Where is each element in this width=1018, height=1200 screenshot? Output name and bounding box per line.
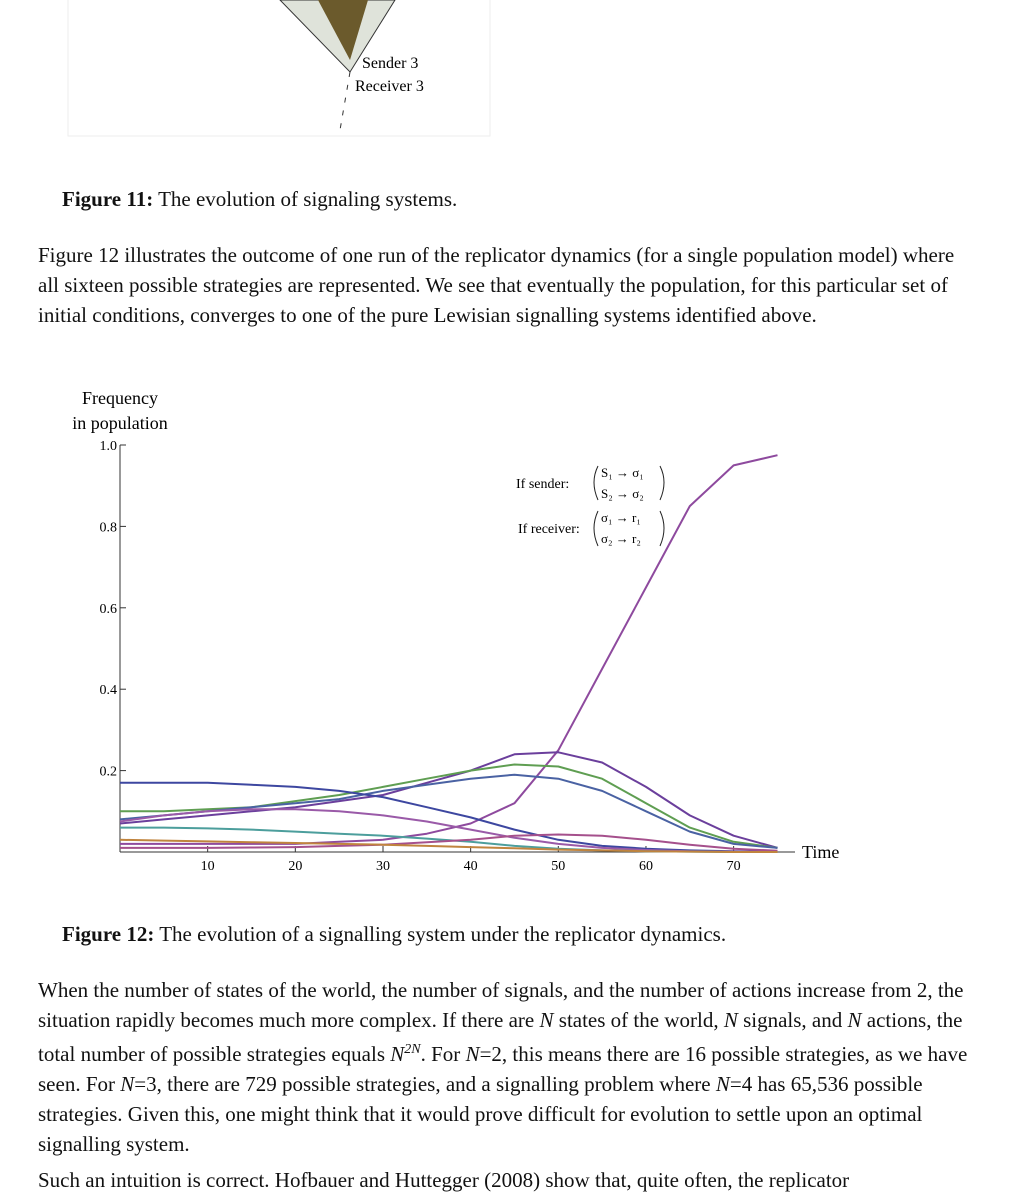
- annotation: S₂ → σ₂: [601, 486, 644, 501]
- x-tick-label: 40: [464, 859, 478, 874]
- y-tick-label: 0.6: [100, 602, 118, 617]
- caption-text: The evolution of signaling systems.: [153, 187, 458, 211]
- text: states of the world,: [553, 1008, 724, 1032]
- text: =2, this means there are 16 possible str…: [38, 1042, 968, 1096]
- caption-label: Figure 11:: [62, 187, 154, 211]
- text: N: [847, 1008, 862, 1032]
- y-tick-label: 0.8: [100, 520, 118, 535]
- x-tick-label: 10: [201, 859, 215, 874]
- text: N: [539, 1008, 554, 1032]
- annotation: σ₁ → r₁: [601, 510, 641, 525]
- annotation: σ₂ → r₂: [601, 531, 641, 546]
- x-tick-label: 30: [376, 859, 390, 874]
- series-line: [119, 838, 778, 853]
- paragraph: Figure 12 illustrates the outcome of one…: [38, 243, 955, 327]
- annotation: If sender:: [516, 477, 569, 492]
- text: N: [390, 1042, 405, 1066]
- figure-12-caption: Figure 12: The evolution of a signalling…: [62, 922, 726, 947]
- series-line: [120, 833, 778, 852]
- y-tick-label: 0.2: [100, 765, 118, 780]
- y-axis-label: in population: [72, 413, 168, 433]
- text: . For: [420, 1042, 466, 1066]
- paragraph: Such an intuition is correct. Hofbauer a…: [38, 1168, 850, 1192]
- text: actions, the total number of possible st…: [38, 1008, 963, 1066]
- annotation: S₁ → σ₁: [601, 465, 644, 480]
- annotation: If receiver:: [518, 522, 580, 537]
- text: N: [120, 1072, 135, 1096]
- edge: [339, 71, 351, 131]
- text: N: [715, 1072, 730, 1096]
- x-tick-label: 60: [639, 859, 653, 874]
- figure-11-caption: Figure 11: The evolution of signaling sy…: [62, 187, 457, 212]
- chart: Frequency in population Time If sender: …: [72, 388, 839, 874]
- x-tick-label: 20: [288, 859, 302, 874]
- text: =4 has 65,536 possible strategies. Given…: [38, 1072, 923, 1156]
- y-axis-label: Frequency: [82, 388, 158, 408]
- text: signals, and: [737, 1008, 848, 1032]
- x-tick-label: 70: [727, 859, 741, 874]
- text: N: [723, 1008, 738, 1032]
- series-line: [120, 454, 778, 845]
- text: N: [465, 1042, 480, 1066]
- vertex-label: Sender 3: [362, 55, 418, 72]
- trajectories: [318, 0, 368, 60]
- text: 2N: [404, 1042, 421, 1057]
- paragraph: When the number of states of the world, …: [38, 975, 978, 1159]
- y-tick-label: 1.0: [100, 439, 118, 454]
- y-tick-label: 0.4: [100, 683, 118, 698]
- bracket: [593, 465, 665, 501]
- figure-frame: [67, 0, 491, 137]
- caption-label: Figure 12:: [62, 922, 155, 946]
- series-line: [119, 751, 778, 849]
- x-axis-label: Time: [802, 842, 839, 862]
- x-tick-label: 50: [551, 859, 565, 874]
- figure-11-fragment: Sender 3 Receiver 3: [67, 0, 491, 137]
- text: =3, there are 729 possible strategies, a…: [134, 1072, 716, 1096]
- text: When the number of states of the world, …: [38, 978, 964, 1032]
- vertex-label: Receiver 3: [355, 78, 424, 95]
- series-line: [120, 781, 778, 853]
- caption-text: The evolution of a signalling system und…: [154, 922, 727, 946]
- series-line: [119, 773, 778, 849]
- bracket: [593, 510, 665, 547]
